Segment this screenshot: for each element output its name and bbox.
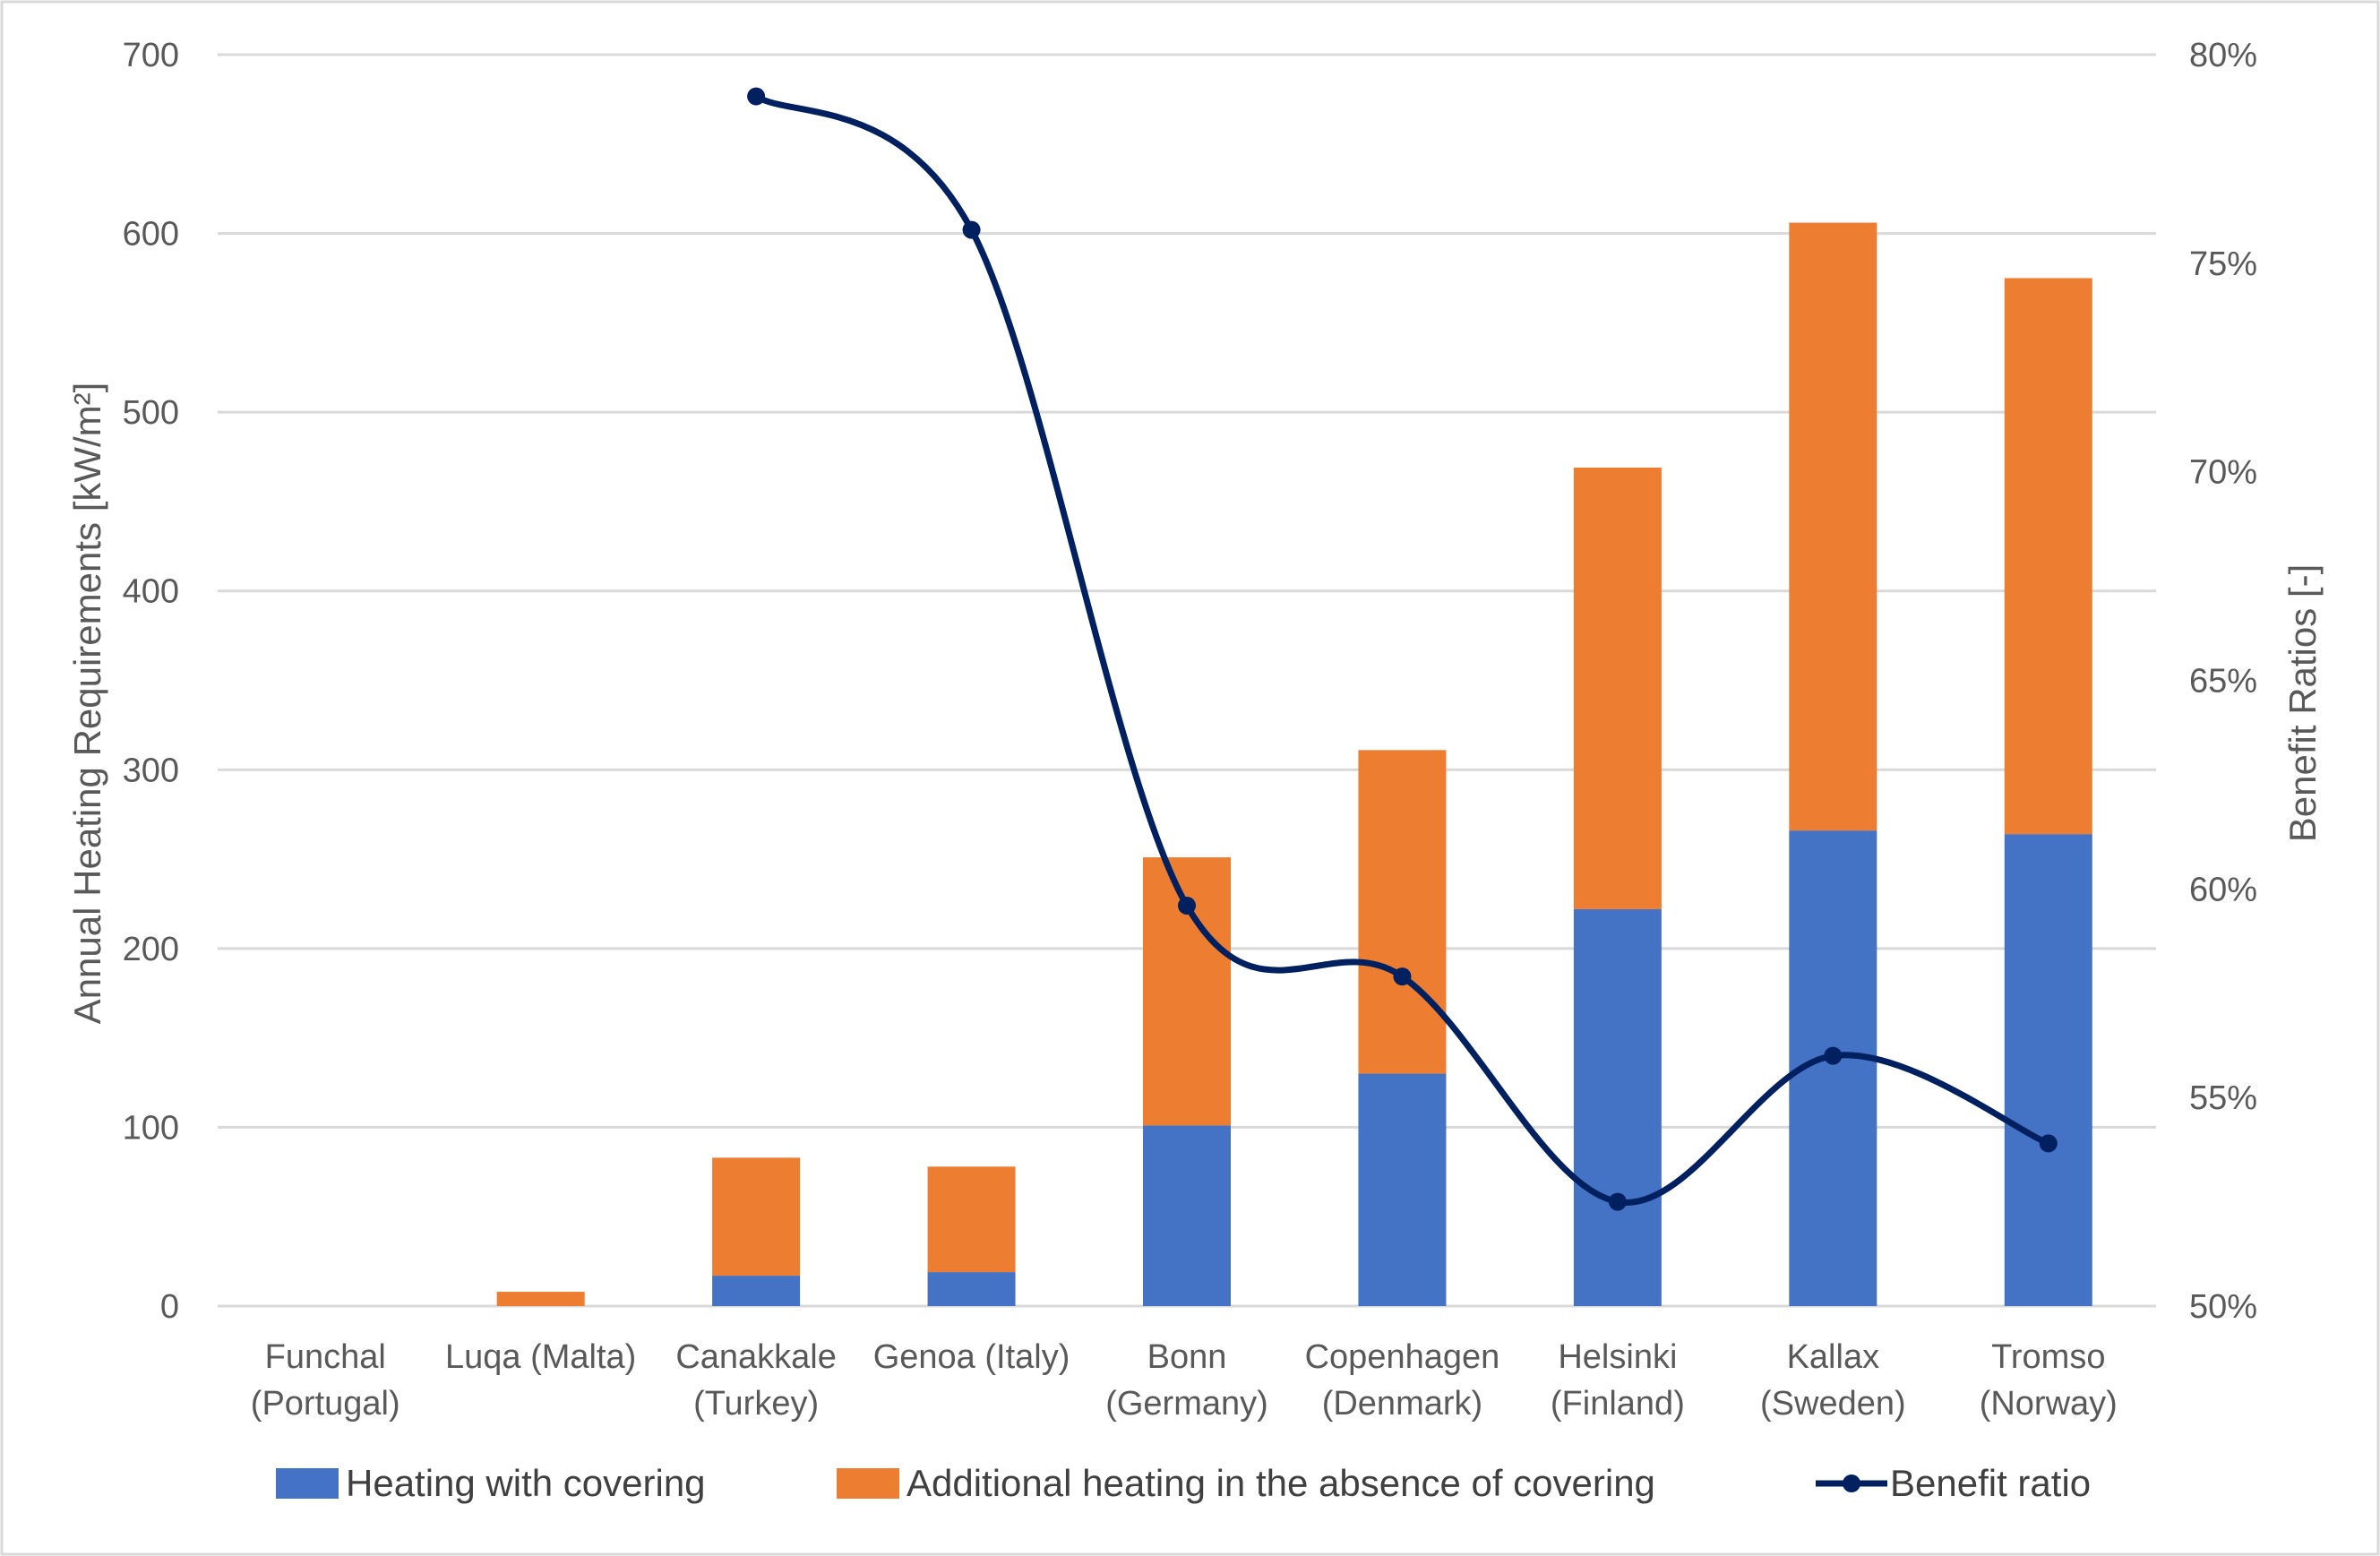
x-tick-label: (Turkey) [693, 1385, 819, 1423]
x-tick-label: (Sweden) [1760, 1385, 1906, 1423]
y-left-tick-label: 100 [123, 1109, 179, 1147]
y-left-tick-label: 0 [160, 1288, 179, 1326]
x-tick-label: (Germany) [1105, 1385, 1268, 1423]
legend: Heating with covering Additional heating… [276, 1462, 2091, 1504]
y-left-tick-label: 400 [123, 573, 179, 611]
y-right-tick-label: 50% [2189, 1288, 2257, 1326]
bar-additional-heating [712, 1157, 801, 1277]
bar-additional-heating [1573, 468, 1662, 909]
x-tick-label: (Finland) [1551, 1385, 1685, 1423]
legend-label-heating-with-covering: Heating with covering [346, 1462, 706, 1504]
x-tick-label: Copenhagen [1305, 1338, 1500, 1376]
y-right-tick-label: 80% [2189, 37, 2257, 74]
bar-heating-with-covering [712, 1276, 801, 1306]
benefit-ratio-point [1608, 1192, 1627, 1211]
y-left-tick-label: 200 [123, 931, 179, 968]
right-axis: 50% 55% 60% 65% 70% 75% 80% [2189, 37, 2257, 1326]
bar-heating-with-covering [1143, 1125, 1231, 1306]
benefit-ratio-path [754, 93, 2050, 1206]
benefit-ratio-point [962, 220, 981, 239]
y-axis-left-title: Annual Heating Requirements [kW/m²] [66, 383, 108, 1025]
legend-swatch-additional-heating [837, 1468, 899, 1499]
x-tick-label: (Denmark) [1322, 1385, 1482, 1423]
bar-heating-with-covering [1358, 1073, 1447, 1306]
bar-heating-with-covering [927, 1272, 1016, 1306]
x-tick-label: Kallax [1787, 1338, 1880, 1376]
bar-additional-heating [1358, 750, 1447, 1074]
y-right-tick-label: 65% [2189, 663, 2257, 701]
y-axis-right-title: Benefit Ratios [-] [2281, 564, 2324, 842]
bar-additional-heating [2004, 278, 2092, 835]
benefit-ratio-point [1178, 896, 1196, 915]
x-tick-label: Funchal [265, 1338, 386, 1376]
bar-heating-with-covering [1573, 908, 1662, 1306]
y-right-tick-label: 75% [2189, 245, 2257, 283]
y-left-tick-label: 700 [123, 37, 179, 74]
benefit-ratio-line [747, 87, 2058, 1211]
benefit-ratio-point [2039, 1134, 2058, 1153]
legend-swatch-heating-with-covering [276, 1468, 339, 1499]
bar-additional-heating [496, 1292, 585, 1306]
left-axis: 0 100 200 300 400 500 600 700 [123, 37, 179, 1326]
legend-label-additional-heating: Additional heating in the absence of cov… [906, 1462, 1655, 1504]
x-tick-label: Tromso [1991, 1338, 2105, 1376]
y-left-tick-label: 300 [123, 752, 179, 789]
legend-label-benefit-ratio: Benefit ratio [1890, 1462, 2091, 1504]
y-left-tick-label: 500 [123, 394, 179, 432]
x-tick-label: Luqa (Malta) [445, 1338, 636, 1376]
y-right-tick-label: 60% [2189, 871, 2257, 908]
x-tick-label: Bonn [1147, 1338, 1227, 1376]
bar-additional-heating [1789, 222, 1877, 831]
y-left-tick-label: 600 [123, 216, 179, 254]
x-tick-label: Genoa (Italy) [873, 1338, 1070, 1376]
x-tick-label: Helsinki [1558, 1338, 1677, 1376]
x-tick-label: (Norway) [1980, 1385, 2118, 1423]
bars [496, 222, 2092, 1306]
bar-heating-with-covering [2004, 834, 2092, 1306]
benefit-ratio-point [1824, 1046, 1843, 1065]
y-right-tick-label: 70% [2189, 454, 2257, 492]
x-axis: Funchal (Portugal) Luqa (Malta) Canakkale (T… [251, 1338, 2118, 1423]
legend-marker-benefit-ratio [1843, 1474, 1860, 1492]
x-tick-label: Canakkale [675, 1338, 837, 1376]
benefit-ratio-point [747, 87, 766, 106]
benefit-ratio-point [1393, 967, 1412, 986]
y-right-tick-label: 55% [2189, 1079, 2257, 1117]
x-tick-label: (Portugal) [251, 1385, 400, 1423]
bar-additional-heating [927, 1166, 1016, 1273]
